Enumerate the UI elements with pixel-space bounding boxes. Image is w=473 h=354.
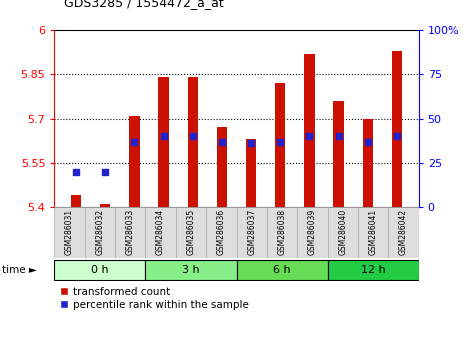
Text: 12 h: 12 h xyxy=(361,265,385,275)
Bar xyxy=(129,116,140,207)
Point xyxy=(189,133,196,139)
Point xyxy=(160,133,167,139)
Text: GSM286038: GSM286038 xyxy=(278,209,287,255)
Bar xyxy=(327,259,419,280)
Bar xyxy=(100,204,110,207)
Text: GSM286037: GSM286037 xyxy=(247,209,256,255)
Bar xyxy=(392,51,402,207)
Text: GSM286039: GSM286039 xyxy=(308,209,317,255)
Point xyxy=(277,139,284,144)
Point xyxy=(393,133,401,139)
Bar xyxy=(206,207,236,258)
Bar xyxy=(236,207,267,258)
Bar xyxy=(54,259,146,280)
Bar xyxy=(304,54,315,207)
Bar xyxy=(388,207,419,258)
Point xyxy=(306,133,313,139)
Bar xyxy=(54,207,85,258)
Text: GDS3285 / 1554472_a_at: GDS3285 / 1554472_a_at xyxy=(64,0,224,9)
Bar xyxy=(363,119,373,207)
Point xyxy=(364,139,372,144)
Bar xyxy=(145,207,176,258)
Bar xyxy=(71,195,81,207)
Bar xyxy=(297,207,327,258)
Text: time ►: time ► xyxy=(2,265,37,275)
Bar xyxy=(275,83,285,207)
Bar xyxy=(145,259,236,280)
Text: GSM286032: GSM286032 xyxy=(96,209,105,255)
Text: GSM286041: GSM286041 xyxy=(368,209,377,255)
Text: 6 h: 6 h xyxy=(273,265,291,275)
Bar xyxy=(188,77,198,207)
Bar xyxy=(267,207,297,258)
Bar xyxy=(246,139,256,207)
Bar xyxy=(236,259,327,280)
Text: GSM286040: GSM286040 xyxy=(338,209,347,255)
Text: GSM286034: GSM286034 xyxy=(156,209,165,255)
Text: GSM286036: GSM286036 xyxy=(217,209,226,255)
Point xyxy=(131,139,138,144)
Point xyxy=(335,133,342,139)
Bar xyxy=(358,207,388,258)
Bar xyxy=(158,77,169,207)
Bar xyxy=(333,101,344,207)
Bar xyxy=(217,127,227,207)
Text: GSM286033: GSM286033 xyxy=(126,209,135,255)
Text: GSM286042: GSM286042 xyxy=(399,209,408,255)
Point xyxy=(101,169,109,175)
Bar xyxy=(327,207,358,258)
Text: 3 h: 3 h xyxy=(182,265,200,275)
Point xyxy=(72,169,80,175)
Point xyxy=(218,139,226,144)
Point xyxy=(247,141,255,146)
Text: 0 h: 0 h xyxy=(91,265,109,275)
Legend: transformed count, percentile rank within the sample: transformed count, percentile rank withi… xyxy=(60,287,249,310)
Bar xyxy=(115,207,146,258)
Text: GSM286035: GSM286035 xyxy=(186,209,195,255)
Bar xyxy=(176,207,206,258)
Text: GSM286031: GSM286031 xyxy=(65,209,74,255)
Bar xyxy=(85,207,115,258)
